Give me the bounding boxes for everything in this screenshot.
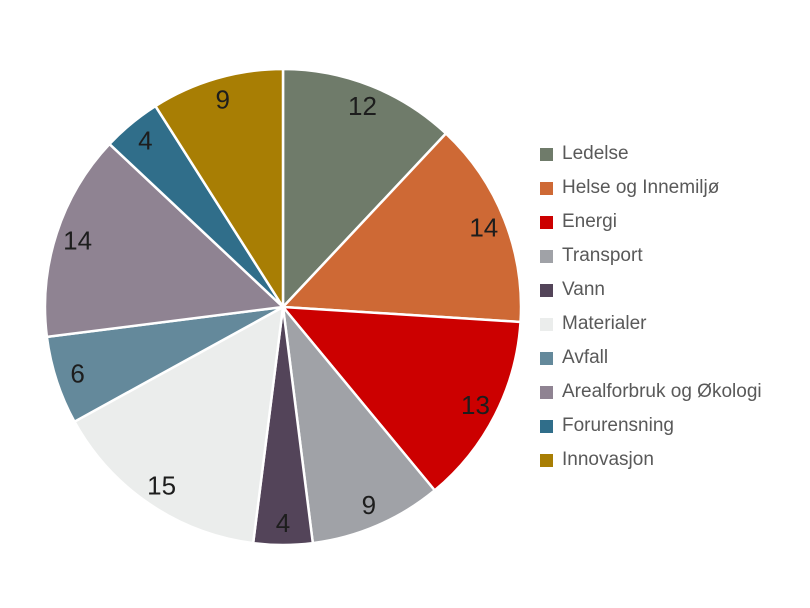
legend-swatch-transport — [540, 249, 553, 263]
pie-slice-arealforbruk-og-kologi — [43, 142, 285, 339]
legend-item-avfall: Avfall — [540, 341, 762, 375]
legend-swatch-arealforbruk-og-kologi — [540, 385, 553, 399]
chart-legend: Ledelse Helse og Innemiljø Energi Transport… — [540, 137, 762, 477]
legend-item-helse-og-innemilj: Helse og Innemiljø — [540, 171, 762, 205]
legend-label-avfall: Avfall — [562, 347, 609, 368]
legend-item-vann: Vann — [540, 273, 762, 307]
legend-label-arealforbruk-og-kologi: Arealforbruk og Økologi — [562, 381, 762, 402]
legend-label-helse-og-innemilj: Helse og Innemiljø — [562, 177, 720, 198]
legend-label-forurensning: Forurensning — [562, 415, 674, 436]
legend-swatch-materialer — [540, 317, 553, 331]
slice-value-label-vann: 4 — [276, 508, 290, 538]
legend-swatch-vann — [540, 283, 553, 297]
legend-swatch-innovasjon — [540, 453, 553, 467]
legend-item-arealforbruk-og-kologi: Arealforbruk og Økologi — [540, 375, 762, 409]
slice-value-label-arealforbruk-og-kologi: 14 — [63, 225, 92, 255]
pie-slice-helse-og-innemilj — [281, 132, 523, 324]
slice-value-label-materialer: 15 — [147, 471, 176, 501]
legend-item-forurensning: Forurensning — [540, 409, 762, 443]
pie-slice-ledelse — [281, 67, 448, 309]
legend-item-innovasjon: Innovasjon — [540, 443, 762, 477]
legend-label-vann: Vann — [562, 279, 605, 300]
slice-value-label-energi: 13 — [461, 390, 490, 420]
slice-value-label-avfall: 6 — [70, 359, 84, 389]
pie-slice-innovasjon — [154, 67, 285, 309]
legend-label-energi: Energi — [562, 211, 617, 232]
legend-item-materialer: Materialer — [540, 307, 762, 341]
slice-value-label-transport: 9 — [362, 490, 376, 520]
legend-swatch-forurensning — [540, 419, 553, 433]
pie-slice-energi — [281, 305, 522, 492]
legend-item-energi: Energi — [540, 205, 762, 239]
legend-label-materialer: Materialer — [562, 313, 647, 334]
legend-label-ledelse: Ledelse — [562, 143, 629, 164]
slice-value-label-ledelse: 12 — [348, 91, 377, 121]
legend-item-ledelse: Ledelse — [540, 137, 762, 171]
legend-swatch-energi — [540, 215, 553, 229]
legend-swatch-avfall — [540, 351, 553, 365]
legend-label-transport: Transport — [562, 245, 643, 266]
pie-slice-materialer — [73, 305, 285, 545]
legend-swatch-helse-og-innemilj — [540, 181, 553, 195]
legend-item-transport: Transport — [540, 239, 762, 273]
slice-value-label-innovasjon: 9 — [215, 85, 229, 115]
slice-value-label-helse-og-innemilj: 14 — [469, 213, 498, 243]
legend-swatch-ledelse — [540, 147, 553, 161]
pie-slice-transport — [281, 305, 436, 545]
slice-value-label-forurensning: 4 — [138, 126, 152, 156]
legend-label-innovasjon: Innovasjon — [562, 449, 654, 470]
